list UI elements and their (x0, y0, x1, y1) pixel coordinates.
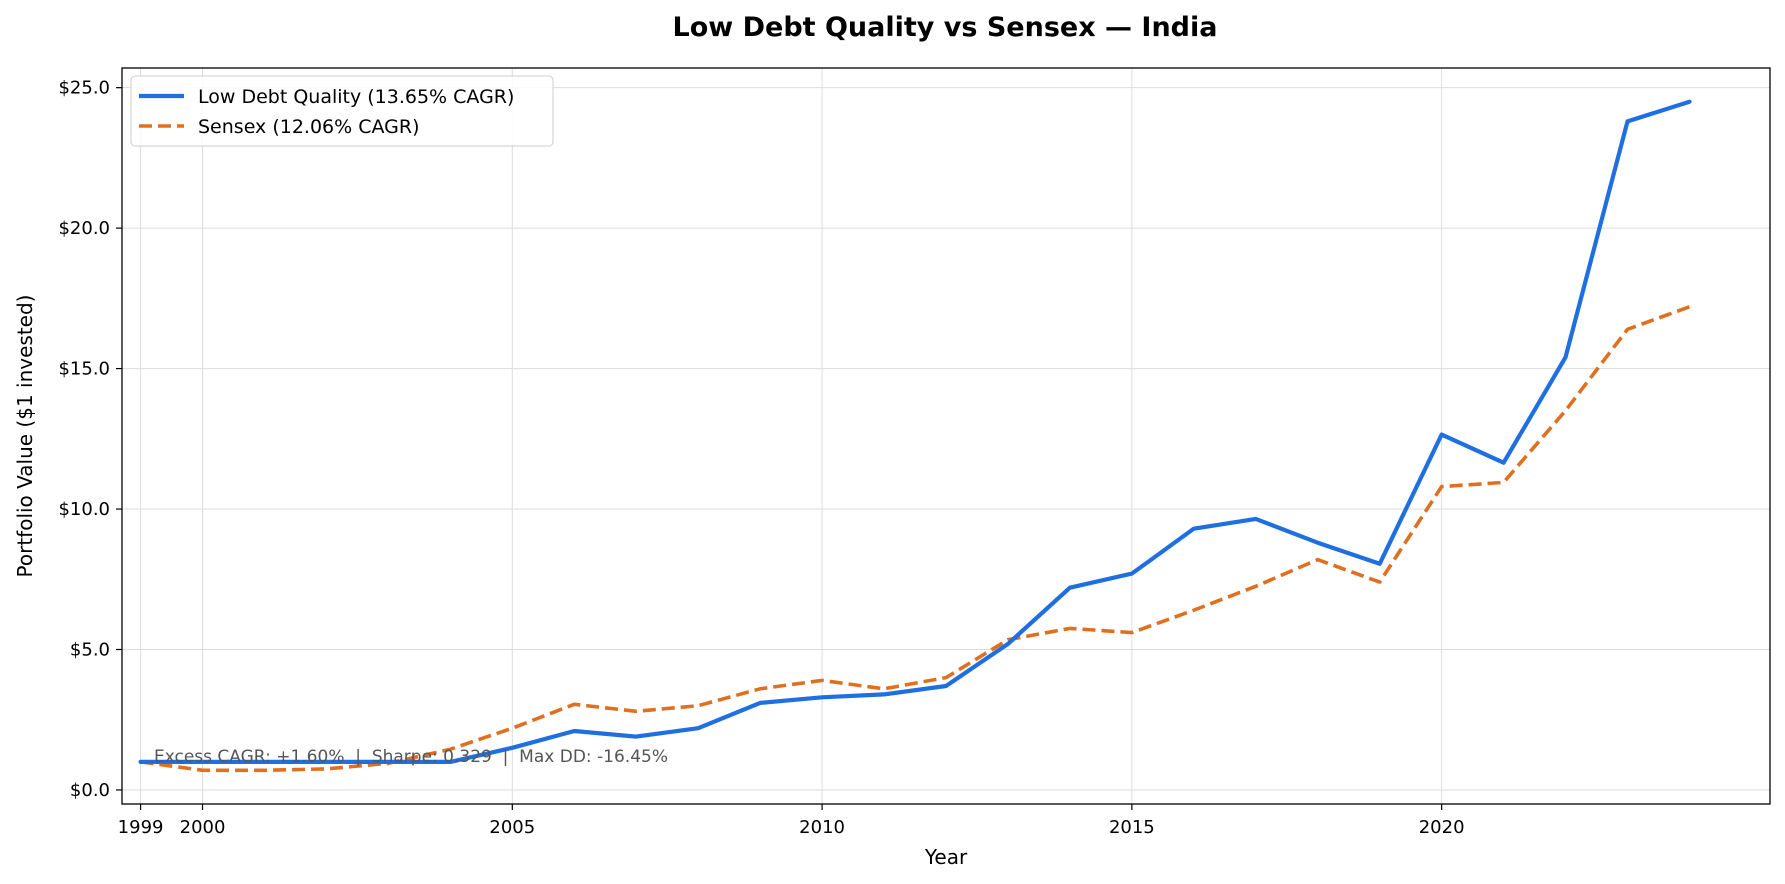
y-axis-ticks: $0.0 $5.0 $10.0 $15.0 $20.0 $25.0 (58, 78, 122, 801)
legend-label: Sensex (12.06% CAGR) (198, 116, 420, 138)
x-tick-label: 2010 (799, 817, 845, 838)
x-tick-label: 2015 (1109, 817, 1155, 838)
legend-box (130, 75, 554, 147)
y-tick-label: $15.0 (58, 359, 110, 380)
series-layer (138, 99, 1692, 773)
x-tick-label: 2000 (180, 817, 226, 838)
chart-title: Low Debt Quality vs Sensex — India (673, 12, 1218, 43)
legend-label: Low Debt Quality (13.65% CAGR) (198, 86, 514, 108)
y-tick-label: $5.0 (70, 639, 110, 660)
x-tick-label: 2020 (1419, 817, 1465, 838)
y-axis-label: Portfolio Value ($1 invested) (13, 295, 37, 578)
y-tick-label: $0.0 (70, 780, 110, 801)
x-tick-label: 1999 (118, 817, 164, 838)
stats-annotation: Excess CAGR: +1.60% | Sharpe: 0.329 | Ma… (154, 747, 668, 767)
y-tick-label: $25.0 (58, 78, 110, 99)
series-line-sensex (140, 305, 1691, 773)
x-tick-label: 2005 (489, 817, 535, 838)
grid-lines (122, 68, 1770, 804)
legend: Low Debt Quality (13.65% CAGR) Sensex (12… (130, 75, 554, 147)
y-tick-label: $20.0 (58, 218, 110, 239)
y-tick-label: $10.0 (58, 499, 110, 520)
x-axis-ticks: 1999 2000 2005 2010 2015 2020 (118, 804, 1465, 838)
plot-frame (121, 67, 1771, 805)
series-line-low-debt-quality (138, 99, 1692, 765)
x-axis-label: Year (924, 845, 968, 869)
